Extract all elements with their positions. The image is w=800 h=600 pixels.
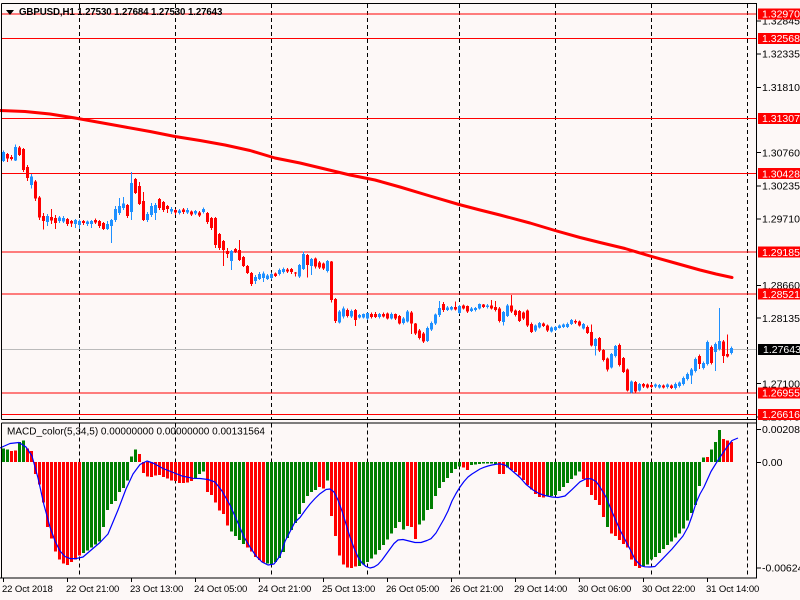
svg-text:1.30428: 1.30428	[762, 168, 800, 180]
svg-text:22 Oct 2018: 22 Oct 2018	[2, 584, 53, 595]
svg-text:1.30760: 1.30760	[762, 147, 800, 159]
svg-text:26 Oct 21:00: 26 Oct 21:00	[450, 584, 503, 595]
svg-text:1.27643: 1.27643	[763, 344, 800, 356]
svg-text:1.26616: 1.26616	[762, 409, 800, 421]
svg-text:25 Oct 13:00: 25 Oct 13:00	[322, 584, 375, 595]
svg-text:1.26955: 1.26955	[762, 388, 800, 400]
svg-text:29 Oct 14:00: 29 Oct 14:00	[514, 584, 567, 595]
svg-text:1.29710: 1.29710	[762, 214, 800, 226]
svg-text:1.30235: 1.30235	[762, 181, 800, 193]
svg-text:-0.00624229: -0.00624229	[762, 563, 800, 575]
svg-text:GBPUSD,H1 1.27530 1.27684 1.2: GBPUSD,H1 1.27530 1.27684 1.27530 1.2764…	[19, 7, 223, 18]
svg-text:0.00: 0.00	[762, 457, 783, 469]
svg-text:22 Oct 21:00: 22 Oct 21:00	[66, 584, 119, 595]
svg-text:1.32568: 1.32568	[762, 33, 800, 45]
svg-text:30 Oct 06:00: 30 Oct 06:00	[578, 584, 631, 595]
svg-text:1.32970: 1.32970	[762, 9, 800, 21]
svg-text:24 Oct 05:00: 24 Oct 05:00	[194, 584, 247, 595]
svg-text:26 Oct 05:00: 26 Oct 05:00	[386, 584, 439, 595]
svg-text:1.31810: 1.31810	[762, 82, 800, 94]
svg-text:0.00208747: 0.00208747	[762, 424, 800, 436]
svg-text:1.32335: 1.32335	[762, 49, 800, 61]
svg-text:23 Oct 13:00: 23 Oct 13:00	[130, 584, 183, 595]
svg-text:31 Oct 14:00: 31 Oct 14:00	[706, 584, 759, 595]
svg-text:1.28521: 1.28521	[762, 289, 800, 301]
svg-text:MACD_color(5,34,5) 0.00000000: MACD_color(5,34,5) 0.00000000 0.00000000…	[7, 427, 265, 438]
svg-text:1.28135: 1.28135	[762, 313, 800, 325]
svg-text:1.31307: 1.31307	[762, 113, 800, 125]
svg-text:30 Oct 22:00: 30 Oct 22:00	[642, 584, 695, 595]
svg-text:1.29185: 1.29185	[762, 247, 800, 259]
svg-text:24 Oct 21:00: 24 Oct 21:00	[258, 584, 311, 595]
